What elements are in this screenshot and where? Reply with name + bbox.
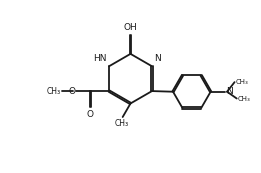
Text: CH₃: CH₃ bbox=[114, 119, 128, 128]
Text: O: O bbox=[87, 110, 94, 119]
Text: N: N bbox=[226, 87, 233, 96]
Text: O: O bbox=[68, 86, 75, 95]
Text: OH: OH bbox=[124, 23, 137, 32]
Text: CH₃: CH₃ bbox=[238, 95, 250, 102]
Text: HN: HN bbox=[93, 54, 107, 63]
Text: CH₃: CH₃ bbox=[235, 79, 248, 85]
Text: CH₃: CH₃ bbox=[47, 86, 61, 95]
Text: N: N bbox=[154, 54, 161, 63]
